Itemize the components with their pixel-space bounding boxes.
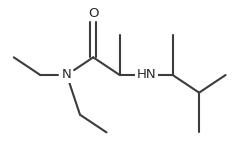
Text: HN: HN: [136, 69, 156, 81]
Text: O: O: [88, 7, 98, 20]
Text: N: N: [62, 69, 72, 81]
